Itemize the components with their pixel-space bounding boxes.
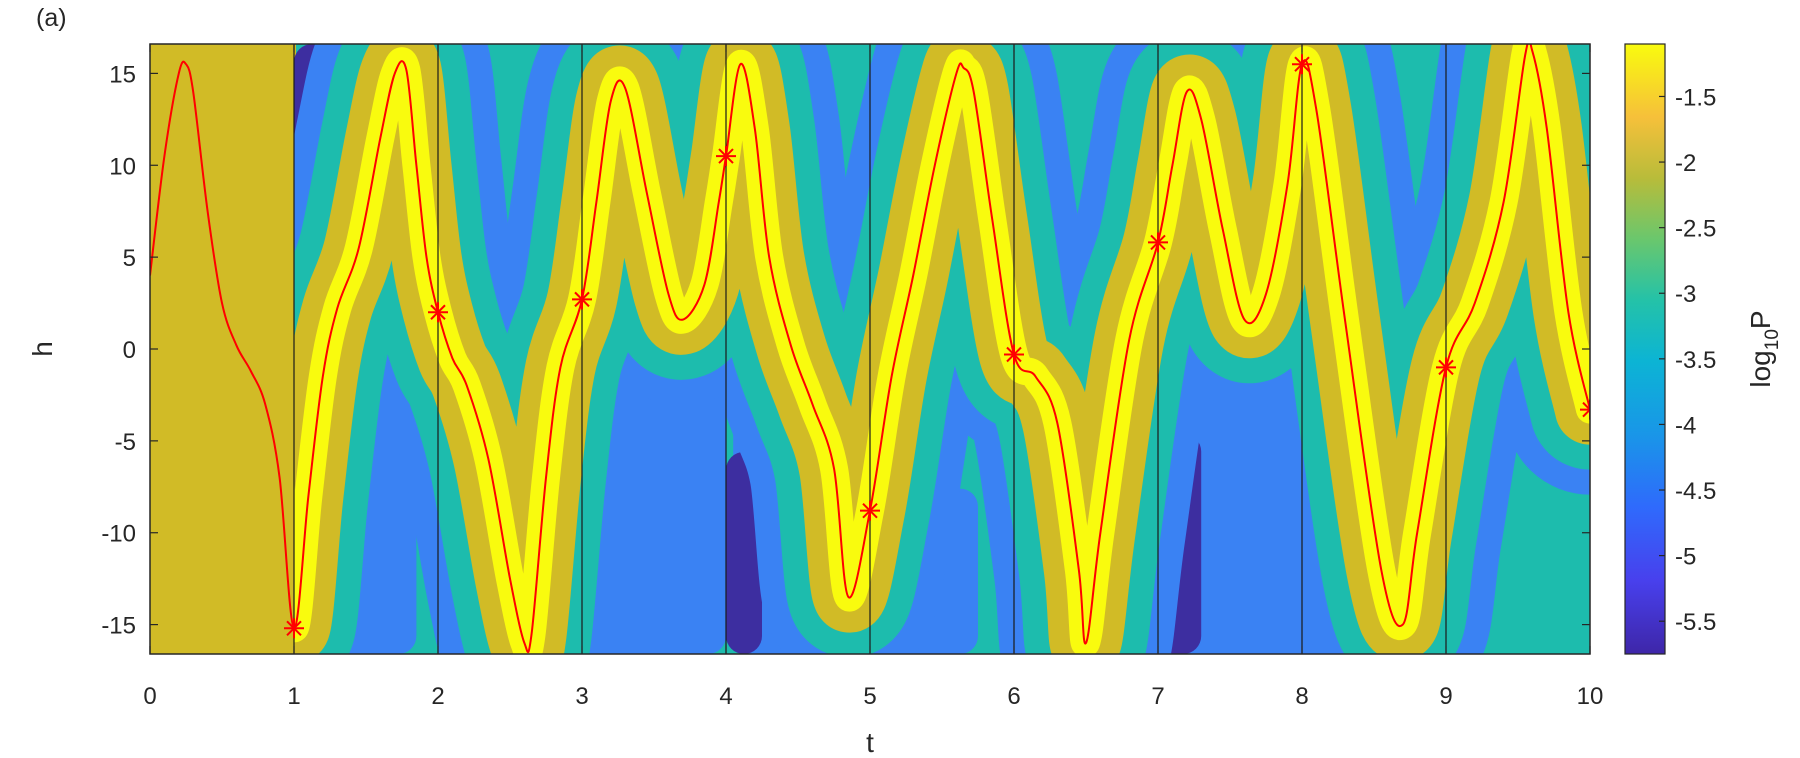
x-tick-label: 8 [1295, 683, 1308, 710]
observation-marker [1148, 232, 1168, 253]
colorbar-gradient [1624, 43, 1666, 655]
marker-stroke [1150, 234, 1166, 251]
observation-marker [716, 146, 736, 167]
colorbar-tick-label: -3 [1675, 281, 1696, 308]
marker-stroke [1438, 359, 1454, 376]
colorbar-tick-label: -4 [1675, 412, 1696, 439]
colorbar-tick-label: -4.5 [1675, 478, 1716, 505]
x-axis-label: t [866, 727, 874, 758]
x-tick-label: 0 [143, 683, 156, 710]
marker-stroke [1582, 401, 1590, 412]
marker-stroke [1006, 346, 1022, 363]
x-tick-label: 10 [1577, 683, 1604, 710]
colorbar-ticks: -1.5 -2 -2.5 -3 -3.5 -4 -4.5 -5 -5.5 [1659, 84, 1716, 636]
colorbar: -1.5 -2 -2.5 -3 -3.5 -4 -4.5 -5 -5.5 log10P [1624, 43, 1783, 655]
marker-stroke [430, 304, 446, 320]
y-axis-ticks: 15 10 5 0 -5 -10 -15 [101, 61, 1590, 640]
plot-area [150, 44, 1590, 654]
colorbar-label: log10P [1745, 310, 1783, 387]
marker-stroke [862, 502, 878, 519]
observation-marker [1436, 357, 1456, 378]
x-tick-label: 5 [863, 683, 876, 710]
observation-marker [284, 618, 304, 639]
x-tick-label: 7 [1151, 683, 1164, 710]
y-axis-label: h [27, 341, 58, 357]
colorbar-tick-label: -5 [1675, 544, 1696, 571]
x-tick-label: 3 [575, 683, 588, 710]
x-tick-label: 1 [287, 683, 300, 710]
marker-stroke [1582, 408, 1590, 418]
y-tick-label: -5 [115, 429, 136, 456]
panel-label: (a) [36, 4, 67, 32]
x-tick-label: 6 [1007, 683, 1020, 710]
y-tick-label: 5 [123, 245, 136, 272]
y-tick-label: 0 [123, 337, 136, 364]
x-tick-label: 9 [1439, 683, 1452, 710]
x-axis-ticks: 0 1 2 3 4 5 6 7 8 9 10 [143, 44, 1603, 710]
x-tick-label: 2 [431, 683, 444, 710]
colorbar-tick-label: -1.5 [1675, 84, 1716, 111]
observation-marker [428, 302, 448, 323]
observation-marker [1580, 399, 1590, 420]
pre-t1-fill [150, 44, 294, 654]
colorbar-tick-label: -2 [1675, 150, 1696, 177]
marker-stroke [718, 148, 734, 164]
y-tick-label: -15 [101, 613, 136, 640]
marker-stroke [1294, 56, 1310, 72]
y-tick-label: 10 [109, 153, 136, 180]
marker-stroke [286, 620, 302, 636]
y-tick-label: -10 [101, 521, 136, 548]
observation-marker [1292, 54, 1312, 75]
y-tick-label: 15 [109, 61, 136, 88]
colorbar-tick-label: -2.5 [1675, 216, 1716, 243]
trajectory-layer [150, 44, 1590, 654]
observation-marker [1004, 344, 1024, 365]
observation-marker [860, 500, 880, 521]
marker-stroke [574, 291, 590, 308]
colorbar-tick-label: -3.5 [1675, 347, 1716, 374]
observation-marker [572, 289, 592, 310]
x-tick-label: 4 [719, 683, 732, 710]
colorbar-tick-label: -5.5 [1675, 609, 1716, 636]
